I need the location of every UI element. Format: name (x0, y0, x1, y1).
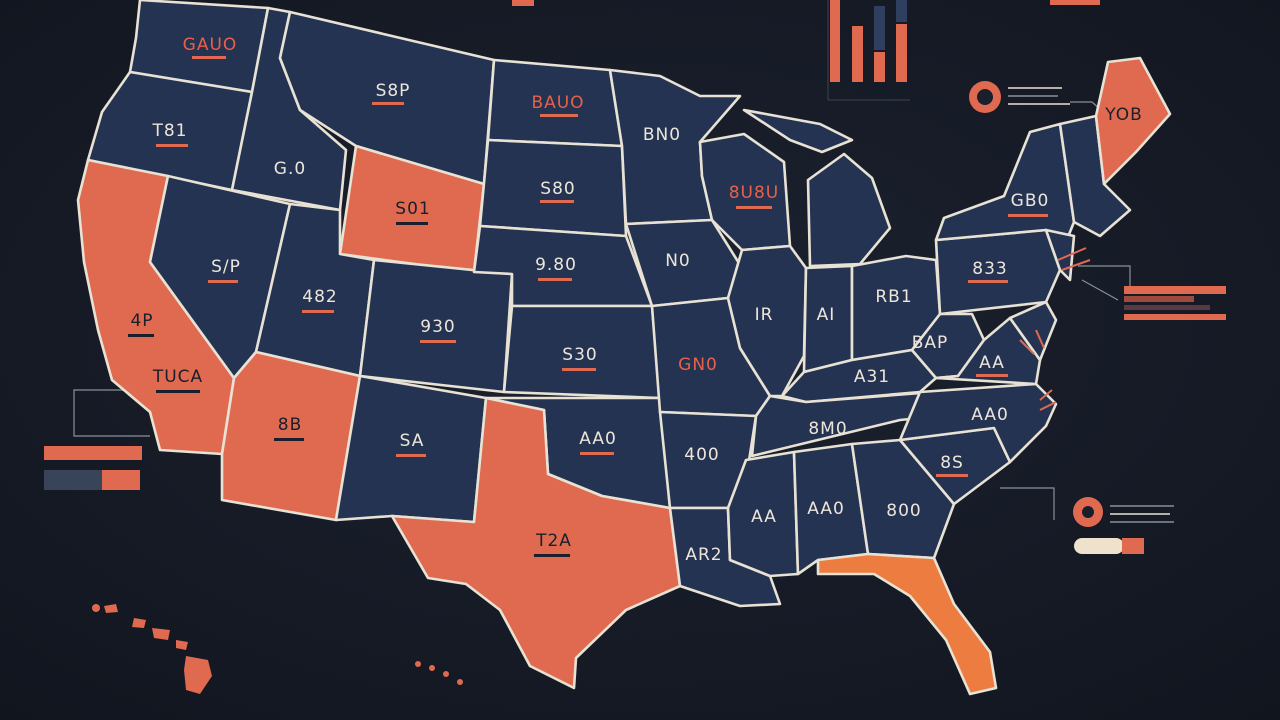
label-new-york: GB0 (1011, 191, 1050, 211)
label-south-dakota: S80 (540, 179, 575, 199)
legend-bar (852, 26, 863, 82)
label-wyoming: S01 (395, 199, 430, 219)
label-oklahoma: AA0 (579, 429, 617, 449)
legend-mid-right (1078, 265, 1226, 320)
label-kansas: S30 (562, 345, 597, 365)
label-virginia: AA (979, 353, 1005, 373)
state-labels: GAUO S8P BAUO T81 G.0 S01 S80 BN0 8U8U 9… (128, 35, 1143, 565)
legend-left (44, 389, 150, 490)
legend-bar (1124, 305, 1210, 310)
legend-bar (44, 470, 102, 490)
legend-bar (1124, 286, 1226, 294)
legend-pill (1074, 538, 1124, 554)
hawaii-islands (92, 604, 463, 694)
label-nebraska: 9.80 (535, 255, 577, 275)
states-layer (76, 0, 1172, 696)
legend-bottom-right (1000, 487, 1174, 554)
state-georgia[interactable] (850, 438, 956, 560)
legend-pill (1122, 538, 1144, 554)
label-arizona: 8B (278, 415, 302, 435)
legend-bar (44, 446, 142, 460)
label-mississippi: AA (751, 507, 777, 527)
label-new-mexico: SA (400, 431, 425, 451)
legend-bar (874, 6, 885, 50)
label-montana: S8P (376, 81, 411, 101)
legend-tick (1050, 0, 1100, 5)
state-florida[interactable] (816, 552, 998, 696)
legend-bar (102, 470, 140, 490)
label-louisiana: AR2 (685, 545, 722, 565)
label-missouri: GN0 (678, 355, 718, 375)
label-minnesota: BN0 (643, 125, 681, 145)
legend-bar (1124, 314, 1226, 320)
label-california-north: 4P (130, 311, 153, 331)
label-iowa: N0 (665, 251, 691, 271)
label-kentucky: A31 (854, 367, 890, 387)
legend-bar (1124, 296, 1194, 302)
label-tennessee: 8M0 (808, 419, 847, 439)
label-colorado: 930 (420, 317, 455, 337)
state-maryland-delaware[interactable] (1008, 300, 1058, 362)
state-maine[interactable] (1094, 56, 1172, 186)
label-north-carolina: AA0 (971, 405, 1009, 425)
label-pennsylvania: 833 (972, 259, 1007, 279)
legend-bar (830, 0, 840, 82)
label-alabama: AA0 (807, 499, 845, 519)
label-california-south: TUCA (152, 367, 203, 387)
label-south-carolina: 8S (940, 453, 964, 473)
legend-bar (896, 0, 907, 22)
label-wisconsin: 8U8U (729, 183, 780, 203)
label-texas: T2A (535, 531, 572, 551)
legend-top-right (969, 81, 1111, 119)
label-georgia: 800 (886, 501, 921, 521)
label-arkansas: 400 (684, 445, 719, 465)
state-texas[interactable] (390, 396, 682, 690)
label-oregon: T81 (151, 121, 187, 141)
label-west-virginia: BAP (912, 333, 949, 353)
label-illinois: IR (755, 305, 774, 325)
coastal-accents (1019, 247, 1091, 411)
label-ohio: RB1 (875, 287, 912, 307)
legend-top-center (512, 0, 1100, 101)
label-utah: 482 (302, 287, 337, 307)
label-idaho: G.0 (274, 159, 306, 179)
legend-bar (874, 52, 885, 82)
label-indiana: AI (817, 305, 836, 325)
label-maine: YOB (1104, 105, 1143, 125)
label-nevada: S/P (211, 257, 241, 277)
state-michigan[interactable] (742, 108, 892, 268)
state-north-carolina[interactable] (898, 382, 1058, 464)
legend-bar (896, 24, 907, 82)
label-washington: GAUO (183, 35, 238, 55)
legend-tick (512, 0, 534, 6)
label-north-dakota: BAUO (531, 93, 584, 113)
